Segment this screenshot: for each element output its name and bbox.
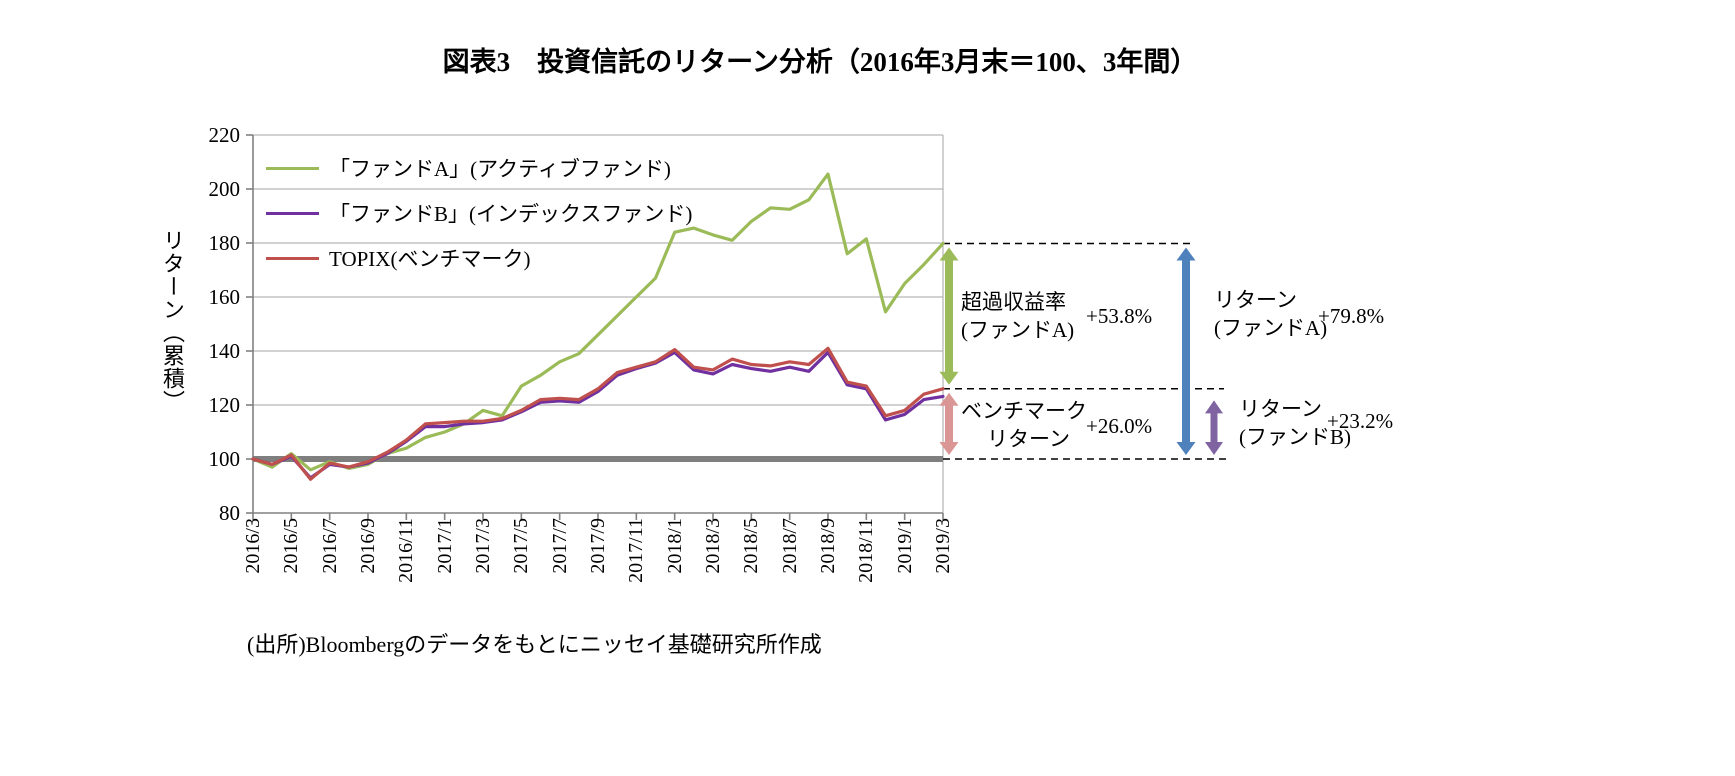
fund-b-return-label-line2: (ファンドB) bbox=[1239, 425, 1351, 449]
fund-b-return-arrow bbox=[1205, 400, 1223, 455]
series-line-topix bbox=[251, 346, 945, 481]
excess-return-label-line1: 超過収益率 bbox=[961, 290, 1066, 314]
fund-b-return-label-line1: リターン bbox=[1239, 397, 1322, 421]
benchmark-return-arrow bbox=[939, 392, 959, 455]
x-axis-tick-label: 2016/7 bbox=[318, 518, 341, 574]
legend-item-fund-b: 「ファンドB」(インデックスファンド) bbox=[266, 200, 692, 226]
fund-a-line-swatch bbox=[266, 166, 319, 170]
benchmark-return-label-line2: リターン bbox=[987, 427, 1070, 451]
y-axis-tick-label: 220 bbox=[208, 123, 241, 147]
fund-b-line-swatch bbox=[266, 211, 319, 215]
x-axis-tick-label: 2017/3 bbox=[472, 518, 494, 574]
y-axis-tick-label: 140 bbox=[208, 339, 241, 363]
x-axis-tick-label: 2018/11 bbox=[855, 518, 878, 583]
x-axis-tick-label: 2017/1 bbox=[433, 518, 456, 574]
benchmark-return-label-line1: ベンチマーク bbox=[961, 399, 1087, 423]
x-axis-tick-label: 2016/11 bbox=[395, 518, 418, 583]
legend-item-topix: TOPIX(ベンチマーク) bbox=[266, 245, 530, 271]
chart-title: 図表3 投資信託のリターン分析（2016年3月末＝100、3年間） bbox=[442, 47, 1198, 77]
x-axis-tick-label: 2018/7 bbox=[778, 518, 801, 574]
topix-line-swatch bbox=[266, 256, 319, 260]
fund-b-return-value: +23.2% bbox=[1327, 409, 1394, 433]
fund-a-return-arrow bbox=[1176, 247, 1196, 455]
x-axis-tick-label: 2018/1 bbox=[663, 518, 686, 574]
source-note: (出所)Bloombergのデータをもとにニッセイ基礎研究所作成 bbox=[247, 632, 822, 657]
benchmark-return-value: +26.0% bbox=[1086, 414, 1153, 438]
x-axis-tick-label: 2017/9 bbox=[587, 518, 609, 574]
fund-a-return-value: +79.8% bbox=[1318, 304, 1385, 328]
x-axis-tick-label: 2017/7 bbox=[548, 518, 571, 574]
x-axis-tick-label: 2018/3 bbox=[702, 518, 724, 574]
excess-return-label: 超過収益率 (ファンドA) bbox=[961, 288, 1074, 344]
excess-return-label-line2: (ファンドA) bbox=[961, 318, 1075, 342]
y-axis-tick-label: 180 bbox=[208, 231, 241, 255]
fund-a-return-label-line1: リターン bbox=[1214, 288, 1297, 312]
x-axis-tick-label: 2016/5 bbox=[280, 518, 303, 574]
x-axis-tick-label: 2017/11 bbox=[625, 518, 648, 583]
y-axis-tick-label: 80 bbox=[219, 501, 240, 525]
excess-return-value: +53.8% bbox=[1086, 304, 1153, 328]
x-axis-tick-label: 2016/9 bbox=[357, 518, 379, 574]
y-axis-tick-label: 160 bbox=[208, 285, 241, 309]
x-axis-tick-label: 2016/3 bbox=[242, 518, 264, 574]
benchmark-return-label: ベンチマーク リターン bbox=[961, 397, 1087, 453]
y-axis-tick-label: 120 bbox=[208, 393, 241, 417]
fund-b-return-label: リターン (ファンドB) bbox=[1239, 395, 1351, 451]
excess-return-arrow bbox=[939, 247, 959, 385]
y-axis-tick-label: 100 bbox=[208, 447, 241, 471]
fund-a-return-label-line2: (ファンドA) bbox=[1214, 316, 1328, 340]
legend-label-fund-b: 「ファンドB」(インデックスファンド) bbox=[329, 202, 693, 226]
x-axis-tick-label: 2019/1 bbox=[893, 518, 916, 574]
x-axis-tick-label: 2018/9 bbox=[817, 518, 839, 574]
x-axis-tick-label: 2017/5 bbox=[510, 518, 533, 574]
legend-item-fund-a: 「ファンドA」(アクティブファンド) bbox=[266, 155, 671, 181]
legend-label-fund-a: 「ファンドA」(アクティブファンド) bbox=[329, 157, 671, 181]
y-axis-tick-label: 200 bbox=[208, 177, 241, 201]
legend-label-topix: TOPIX(ベンチマーク) bbox=[329, 247, 531, 271]
x-axis-tick-label: 2019/3 bbox=[932, 518, 954, 574]
y-axis-title: リターン（累積） bbox=[160, 229, 185, 413]
x-axis-tick-label: 2018/5 bbox=[740, 518, 763, 574]
fund-a-return-label: リターン (ファンドA) bbox=[1214, 286, 1327, 342]
